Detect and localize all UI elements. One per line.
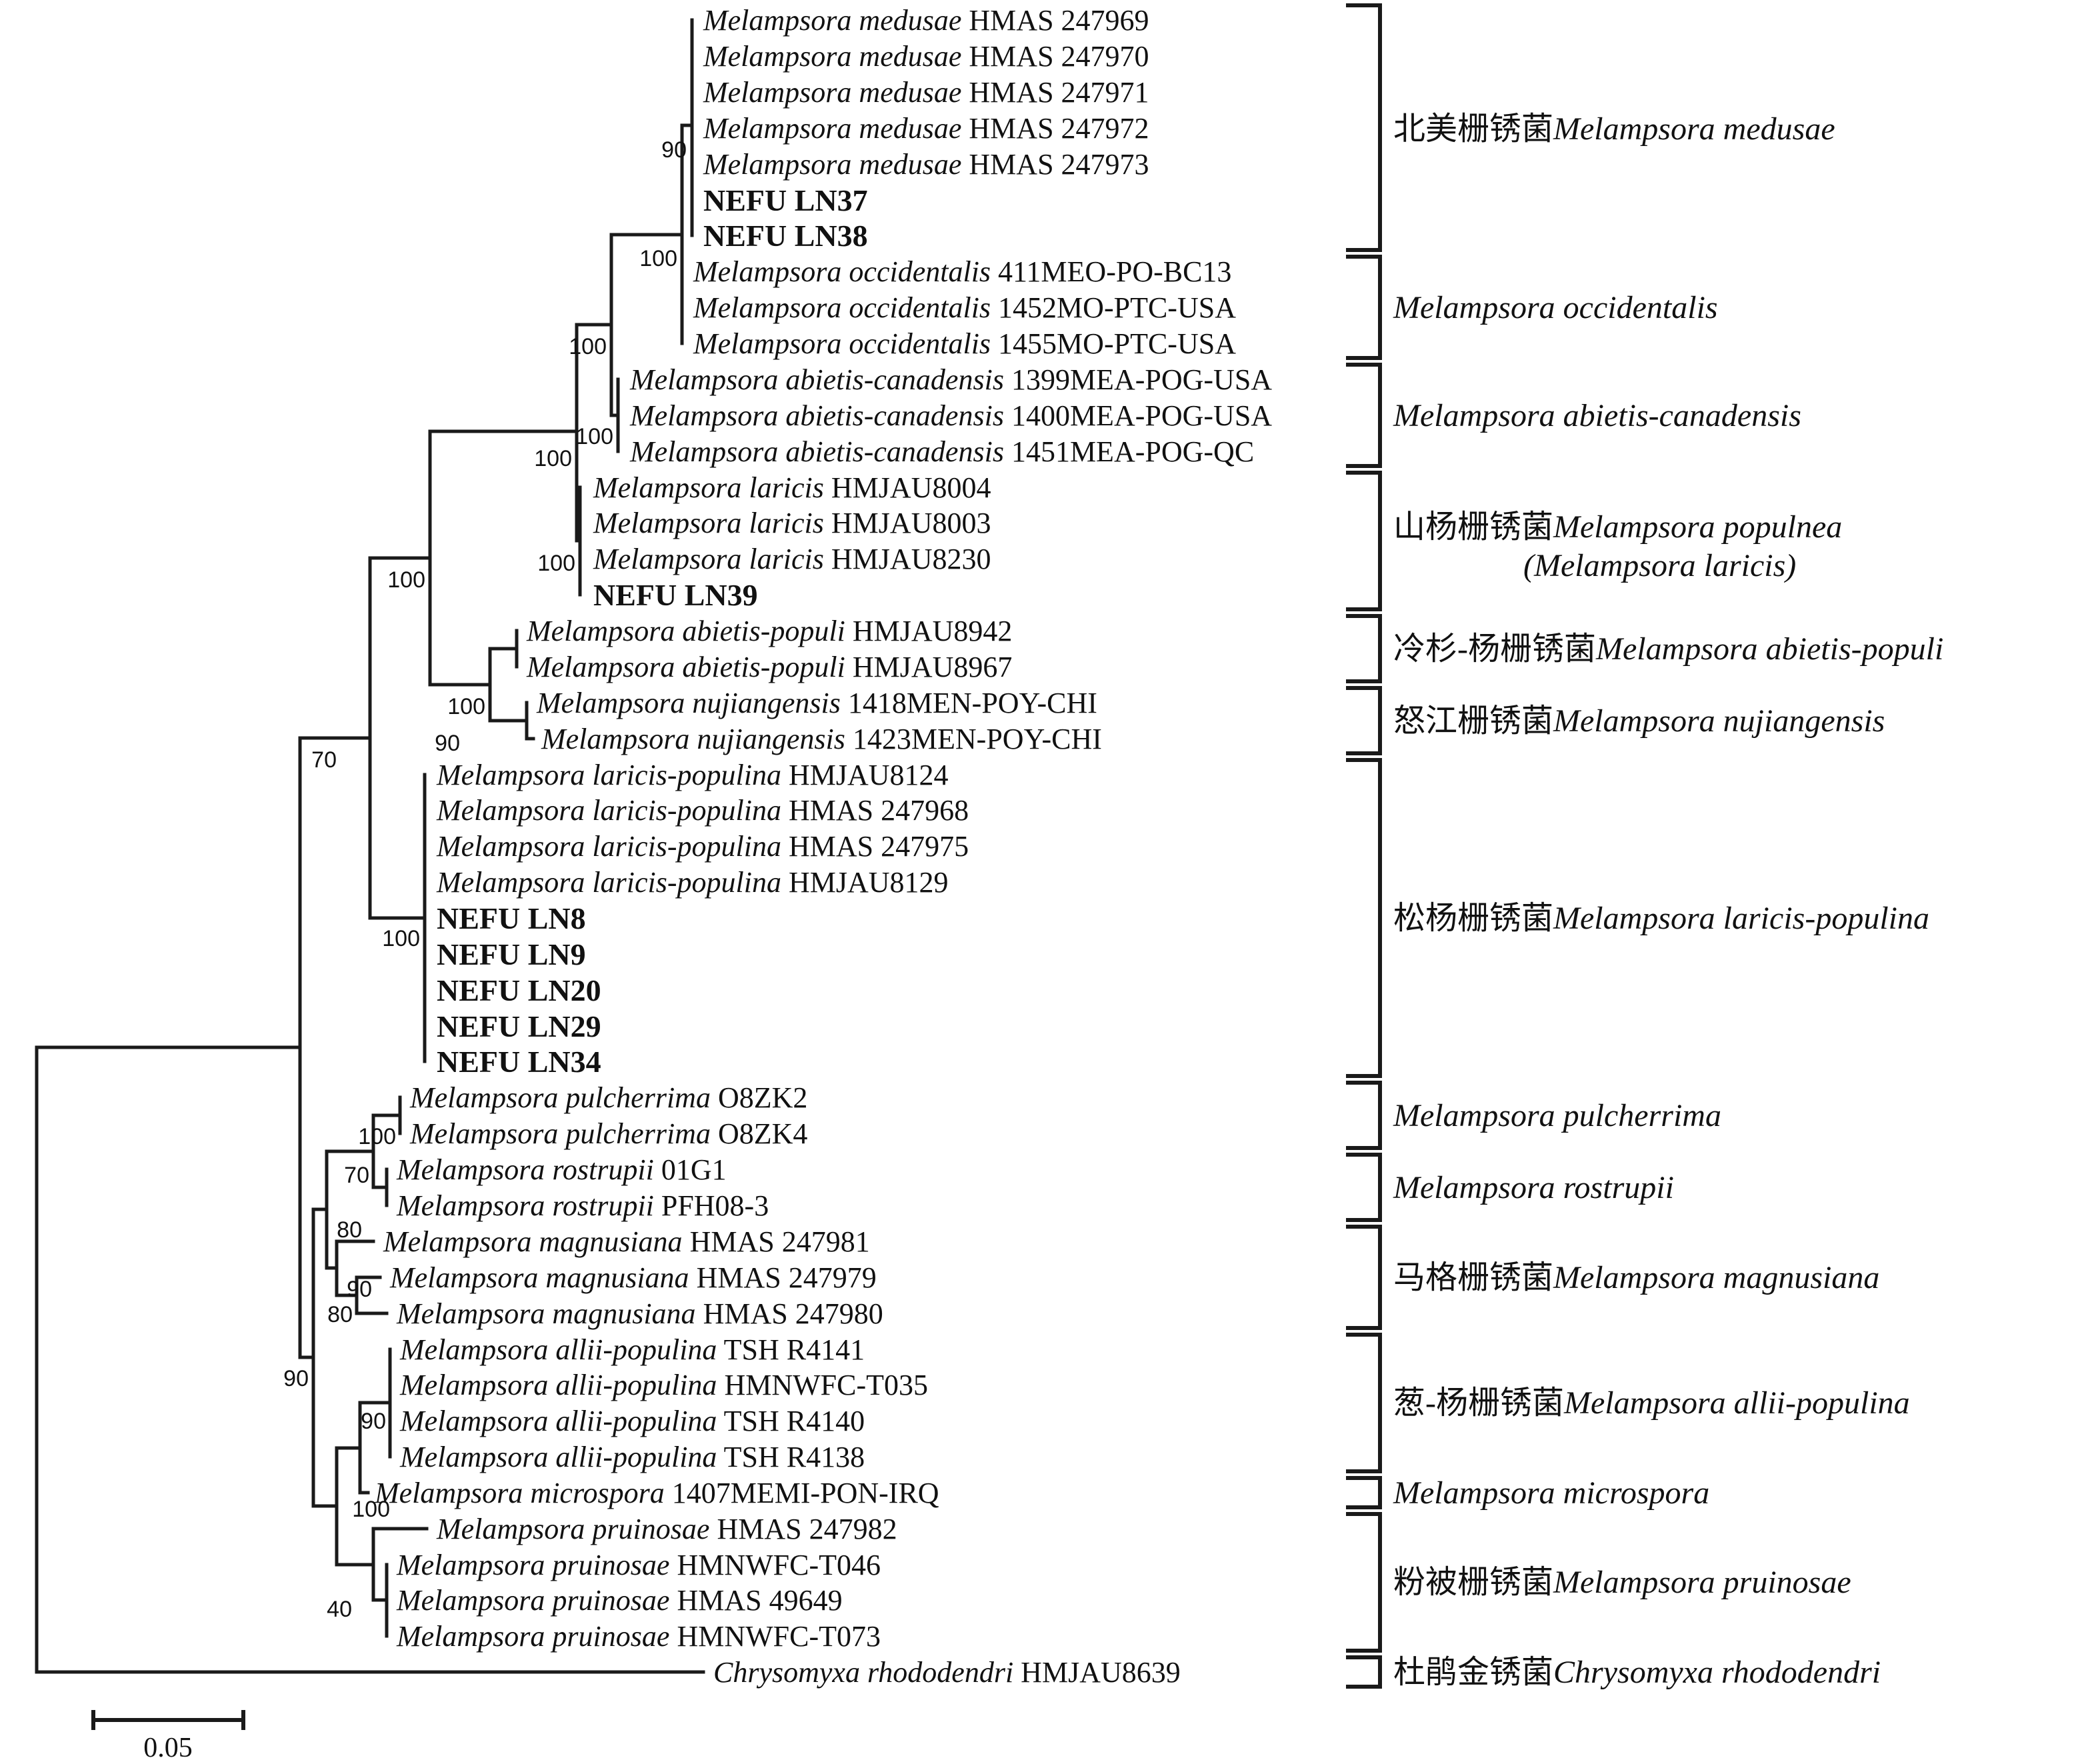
group-label: 冷杉-杨栅锈菌Melampsora abietis-populi bbox=[1393, 631, 1943, 667]
group-label: Melampsora occidentalis bbox=[1393, 290, 1718, 325]
bootstrap-value: 100 bbox=[382, 926, 420, 951]
taxon-label: Melampsora abietis-populi HMJAU8967 bbox=[526, 651, 1012, 683]
taxon-label: Melampsora magnusiana HMAS 247981 bbox=[383, 1225, 870, 1258]
scale-bar bbox=[91, 1710, 245, 1730]
taxon-label-nefu: NEFU LN37 bbox=[703, 183, 868, 217]
taxon-label: Melampsora pruinosae HMAS 247982 bbox=[436, 1513, 897, 1545]
bootstrap-value: 90 bbox=[661, 137, 687, 163]
taxon-label: Melampsora magnusiana HMAS 247980 bbox=[396, 1297, 883, 1330]
bootstrap-value: 100 bbox=[575, 424, 613, 449]
taxon-label-nefu: NEFU LN29 bbox=[437, 1009, 601, 1043]
bootstrap-value: 80 bbox=[337, 1217, 362, 1243]
scale-bar-label: 0.05 bbox=[143, 1733, 193, 1758]
bootstrap-value: 100 bbox=[447, 694, 485, 719]
taxon-label-nefu: NEFU LN39 bbox=[593, 578, 758, 612]
tree-branches bbox=[35, 18, 705, 1674]
taxon-label: Melampsora allii-populina HMNWFC-T035 bbox=[399, 1369, 928, 1401]
taxon-label: Melampsora pruinosae HMNWFC-T073 bbox=[396, 1620, 881, 1653]
taxon-label: Melampsora medusae HMAS 247970 bbox=[703, 40, 1149, 73]
bootstrap-value: 70 bbox=[344, 1163, 369, 1188]
bootstrap-value: 100 bbox=[358, 1124, 396, 1149]
group-label: 山杨栅锈菌Melampsora populnea bbox=[1393, 509, 1842, 545]
taxon-label: Melampsora pulcherrima O8ZK4 bbox=[409, 1117, 807, 1150]
bootstrap-value: 100 bbox=[537, 551, 575, 576]
taxon-label: Melampsora occidentalis 1455MO-PTC-USA bbox=[693, 327, 1236, 360]
bootstrap-value: 100 bbox=[534, 446, 572, 471]
group-label: Melampsora abietis-canadensis bbox=[1393, 398, 1801, 433]
taxon-label: Melampsora pruinosae HMAS 49649 bbox=[396, 1584, 843, 1617]
taxon-label-nefu: NEFU LN8 bbox=[437, 901, 586, 935]
taxon-label: Melampsora abietis-canadensis 1400MEA-PO… bbox=[629, 399, 1272, 432]
taxon-label: Melampsora nujiangensis 1423MEN-POY-CHI bbox=[541, 723, 1102, 755]
taxon-label: Melampsora magnusiana HMAS 247979 bbox=[389, 1261, 877, 1294]
bootstrap-value: 80 bbox=[327, 1302, 353, 1327]
group-label: 松杨栅锈菌Melampsora laricis-populina bbox=[1393, 901, 1929, 936]
bootstrap-value: 100 bbox=[352, 1497, 390, 1522]
taxon-label: Melampsora allii-populina TSH R4138 bbox=[399, 1441, 865, 1473]
group-label: 马格栅锈菌Melampsora magnusiana bbox=[1393, 1260, 1879, 1295]
taxon-label-nefu: NEFU LN9 bbox=[437, 937, 586, 971]
taxon-label: Melampsora nujiangensis 1418MEN-POY-CHI bbox=[536, 687, 1097, 719]
taxon-label: Melampsora laricis HMJAU8003 bbox=[593, 507, 991, 539]
taxon-label: Melampsora microspora 1407MEMI-PON-IRQ bbox=[374, 1477, 939, 1509]
taxon-label: Melampsora allii-populina TSH R4140 bbox=[399, 1405, 865, 1437]
taxon-label: Melampsora rostrupii PFH08-3 bbox=[396, 1189, 769, 1222]
bootstrap-value: 70 bbox=[311, 747, 337, 773]
taxon-label: Melampsora abietis-populi HMJAU8942 bbox=[526, 615, 1012, 647]
taxon-label: Melampsora laricis-populina HMAS 247968 bbox=[436, 794, 969, 827]
bootstrap-value: 90 bbox=[361, 1409, 386, 1434]
taxon-label: Melampsora occidentalis 411MEO-PO-BC13 bbox=[693, 255, 1231, 288]
taxon-label: Melampsora laricis-populina HMAS 247975 bbox=[436, 830, 969, 863]
taxon-label: Chrysomyxa rhododendri HMJAU8639 bbox=[713, 1656, 1181, 1689]
taxon-label: Melampsora laricis-populina HMJAU8124 bbox=[436, 759, 949, 791]
group-label: 葱-杨栅锈菌Melampsora allii-populina bbox=[1393, 1385, 1910, 1421]
group-bracket bbox=[1346, 3, 1382, 1689]
taxon-label: Melampsora allii-populina TSH R4141 bbox=[399, 1333, 865, 1366]
taxon-label: Melampsora medusae HMAS 247969 bbox=[703, 4, 1149, 37]
group-label: 北美栅锈菌Melampsora medusae bbox=[1393, 111, 1835, 147]
bootstrap-value: 100 bbox=[639, 246, 677, 271]
taxon-label: Melampsora abietis-canadensis 1451MEA-PO… bbox=[629, 435, 1254, 468]
bootstrap-value: 40 bbox=[327, 1597, 352, 1622]
group-label-line2: (Melampsora laricis) bbox=[1523, 548, 1796, 583]
taxon-label: Melampsora laricis-populina HMJAU8129 bbox=[436, 866, 949, 899]
taxon-label-nefu: NEFU LN20 bbox=[437, 973, 601, 1007]
bootstrap-value: 90 bbox=[283, 1366, 309, 1391]
bootstrap-value: 90 bbox=[347, 1277, 372, 1302]
group-label: 粉被栅锈菌Melampsora pruinosae bbox=[1393, 1565, 1851, 1600]
bootstrap-value: 100 bbox=[387, 567, 425, 593]
taxon-label: Melampsora medusae HMAS 247973 bbox=[703, 148, 1149, 181]
taxon-label: Melampsora medusae HMAS 247971 bbox=[703, 76, 1149, 109]
group-label: Melampsora rostrupii bbox=[1393, 1170, 1674, 1205]
group-label: Melampsora microspora bbox=[1393, 1475, 1709, 1511]
taxon-label-nefu: NEFU LN34 bbox=[437, 1045, 601, 1079]
bootstrap-value: 100 bbox=[569, 334, 607, 359]
taxon-label: Melampsora laricis HMJAU8230 bbox=[593, 543, 991, 575]
taxon-label: Melampsora pulcherrima O8ZK2 bbox=[409, 1081, 807, 1114]
taxon-label: Melampsora laricis HMJAU8004 bbox=[593, 471, 991, 504]
group-label: 杜鹃金锈菌Chrysomyxa rhododendri bbox=[1393, 1655, 1881, 1690]
taxon-label: Melampsora rostrupii 01G1 bbox=[396, 1153, 727, 1186]
bootstrap-value: 90 bbox=[435, 731, 460, 756]
group-label: Melampsora pulcherrima bbox=[1393, 1098, 1721, 1133]
taxon-label-nefu: NEFU LN38 bbox=[703, 219, 868, 253]
group-label: 怒江栅锈菌Melampsora nujiangensis bbox=[1393, 703, 1885, 739]
taxon-label: Melampsora abietis-canadensis 1399MEA-PO… bbox=[629, 363, 1272, 396]
taxon-label: Melampsora pruinosae HMNWFC-T046 bbox=[396, 1549, 881, 1581]
taxon-label: Melampsora medusae HMAS 247972 bbox=[703, 112, 1149, 145]
taxon-label: Melampsora occidentalis 1452MO-PTC-USA bbox=[693, 291, 1236, 324]
